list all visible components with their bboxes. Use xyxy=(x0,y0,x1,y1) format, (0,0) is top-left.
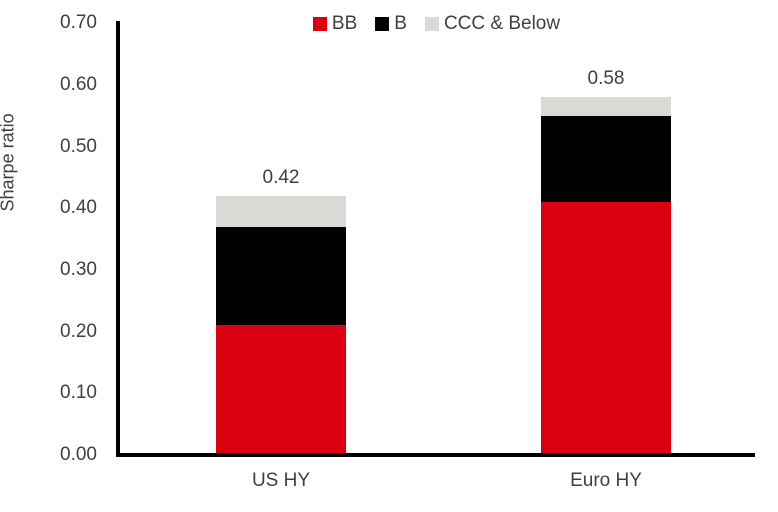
y-axis-line xyxy=(116,21,120,457)
legend-swatch-icon xyxy=(375,17,390,31)
legend-item-b: B xyxy=(375,13,407,35)
legend-item-bb: BB xyxy=(312,13,358,35)
bar-segment-b-us-hy xyxy=(216,226,346,326)
y-axis-title: Sharpe ratio xyxy=(0,113,18,212)
y-tick-label: 0.70 xyxy=(60,12,97,34)
legend-swatch-icon xyxy=(424,17,439,31)
bar-segment-bb-us-hy xyxy=(216,325,346,455)
bar-segment-ccc-below-euro-hy xyxy=(541,97,671,116)
y-tick-label: 0.60 xyxy=(60,73,97,95)
y-tick-label: 0.50 xyxy=(60,135,97,157)
legend-label: CCC & Below xyxy=(443,13,561,34)
bar-total-label: 0.42 xyxy=(262,166,300,188)
y-tick-label: 0.20 xyxy=(60,320,97,342)
y-tick-label: 0.10 xyxy=(60,382,97,404)
legend-label: BB xyxy=(331,13,358,34)
legend-label: B xyxy=(394,13,407,34)
y-tick-label: 0.00 xyxy=(60,444,97,465)
bar-segment-bb-euro-hy xyxy=(541,202,671,455)
legend: BB B CCC & Below xyxy=(118,13,755,35)
legend-swatch-icon xyxy=(312,17,327,31)
legend-item-ccc-below: CCC & Below xyxy=(424,13,561,35)
category-label-euro-hy: Euro HY xyxy=(570,470,642,491)
y-tick-label: 0.40 xyxy=(60,197,97,219)
bar-segment-b-euro-hy xyxy=(541,115,671,203)
x-axis-line xyxy=(116,453,755,457)
bar-segment-ccc-below-us-hy xyxy=(216,195,346,227)
category-label-us-hy: US HY xyxy=(251,470,311,491)
bar-total-label: 0.58 xyxy=(587,68,625,90)
y-tick-label: 0.30 xyxy=(60,258,97,280)
